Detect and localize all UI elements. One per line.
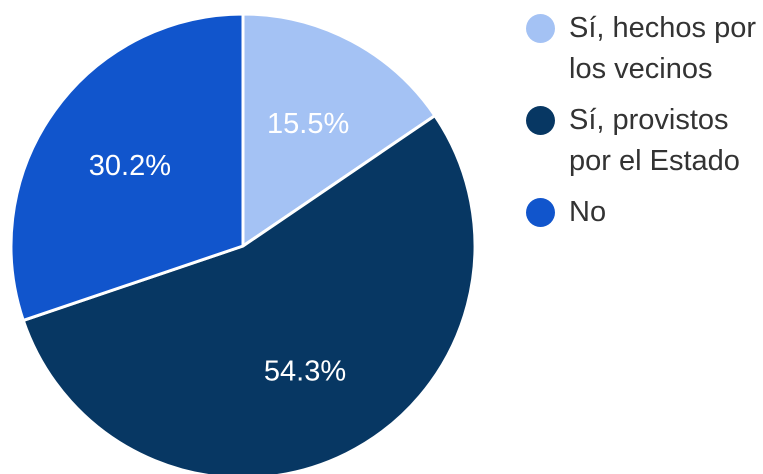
legend-label-estado: Sí, provistos por el Estado bbox=[569, 104, 740, 177]
slice-label-estado: 54.3% bbox=[264, 356, 346, 388]
pie-slice-estado bbox=[21, 114, 477, 474]
pie-slice-no bbox=[9, 12, 245, 322]
legend: Sí, hechos por los vecinos Sí, provistos… bbox=[526, 8, 758, 243]
legend-swatch-vecinos bbox=[526, 14, 555, 43]
slice-label-vecinos: 15.5% bbox=[267, 108, 349, 140]
legend-item-vecinos: Sí, hechos por los vecinos bbox=[526, 8, 758, 90]
pie-slice-vecinos bbox=[241, 12, 437, 248]
slice-label-no: 30.2% bbox=[89, 150, 171, 182]
legend-item-estado: Sí, provistos por el Estado bbox=[526, 100, 758, 182]
legend-label-no: No bbox=[569, 196, 607, 228]
legend-item-no: No bbox=[526, 192, 758, 233]
legend-label-vecinos: Sí, hechos por los vecinos bbox=[569, 12, 756, 85]
legend-swatch-estado bbox=[526, 106, 555, 135]
legend-swatch-no bbox=[526, 198, 555, 227]
